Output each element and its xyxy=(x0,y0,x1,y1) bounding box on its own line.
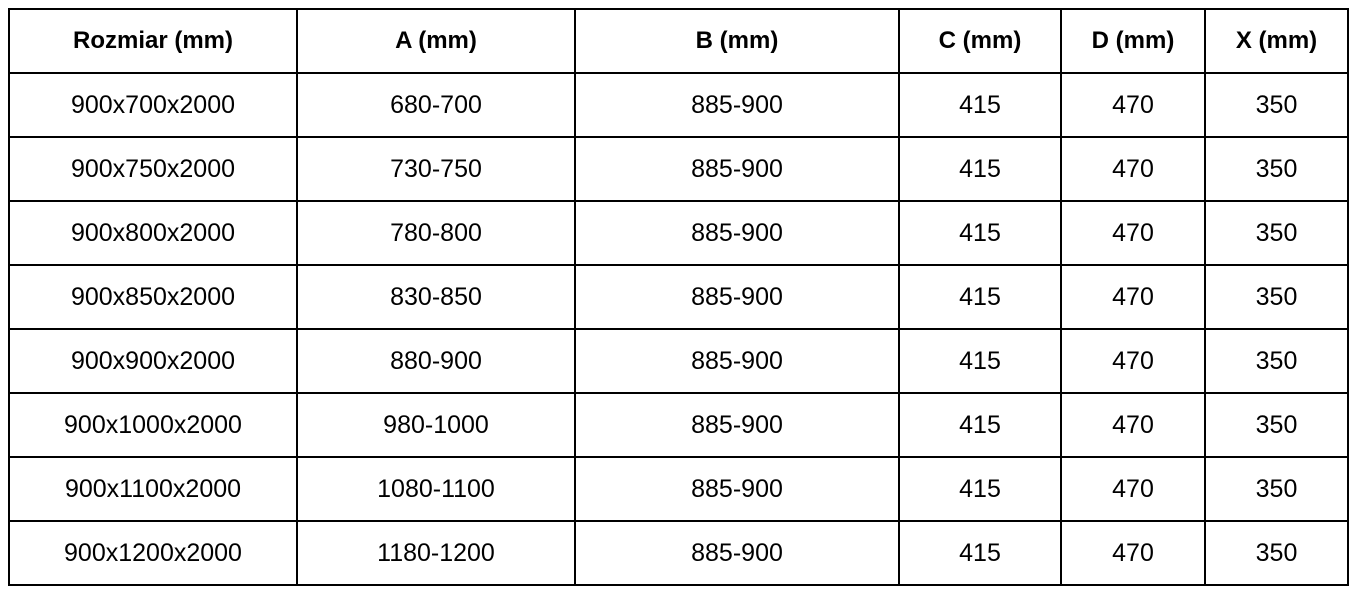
cell-b: 885-900 xyxy=(574,72,900,138)
cell-b: 885-900 xyxy=(574,200,900,266)
cell-b: 885-900 xyxy=(574,392,900,458)
cell-size: 900x800x2000 xyxy=(8,200,298,266)
cell-a: 1080-1100 xyxy=(296,456,576,522)
cell-b: 885-900 xyxy=(574,136,900,202)
cell-a: 780-800 xyxy=(296,200,576,266)
cell-x: 350 xyxy=(1204,200,1349,266)
cell-a: 830-850 xyxy=(296,264,576,330)
header-row: Rozmiar (mm) A (mm) B (mm) C (mm) D (mm)… xyxy=(8,8,1349,74)
cell-d: 470 xyxy=(1060,72,1206,138)
cell-x: 350 xyxy=(1204,456,1349,522)
table-row: 900x850x2000 830-850 885-900 415 470 350 xyxy=(8,264,1349,330)
cell-size: 900x1200x2000 xyxy=(8,520,298,586)
cell-d: 470 xyxy=(1060,328,1206,394)
cell-size: 900x1000x2000 xyxy=(8,392,298,458)
cell-d: 470 xyxy=(1060,200,1206,266)
cell-x: 350 xyxy=(1204,72,1349,138)
cell-x: 350 xyxy=(1204,520,1349,586)
dimensions-table: Rozmiar (mm) A (mm) B (mm) C (mm) D (mm)… xyxy=(8,8,1349,586)
table-row: 900x1000x2000 980-1000 885-900 415 470 350 xyxy=(8,392,1349,458)
cell-c: 415 xyxy=(898,72,1062,138)
cell-a: 1180-1200 xyxy=(296,520,576,586)
header-a: A (mm) xyxy=(296,8,576,74)
cell-a: 680-700 xyxy=(296,72,576,138)
cell-b: 885-900 xyxy=(574,264,900,330)
table-row: 900x700x2000 680-700 885-900 415 470 350 xyxy=(8,72,1349,138)
cell-b: 885-900 xyxy=(574,328,900,394)
cell-size: 900x1100x2000 xyxy=(8,456,298,522)
cell-b: 885-900 xyxy=(574,456,900,522)
cell-d: 470 xyxy=(1060,136,1206,202)
cell-c: 415 xyxy=(898,264,1062,330)
cell-c: 415 xyxy=(898,456,1062,522)
table-row: 900x1100x2000 1080-1100 885-900 415 470 350 xyxy=(8,456,1349,522)
table-row: 900x1200x2000 1180-1200 885-900 415 470 350 xyxy=(8,520,1349,586)
cell-size: 900x850x2000 xyxy=(8,264,298,330)
cell-d: 470 xyxy=(1060,392,1206,458)
header-size: Rozmiar (mm) xyxy=(8,8,298,74)
table-row: 900x800x2000 780-800 885-900 415 470 350 xyxy=(8,200,1349,266)
header-d: D (mm) xyxy=(1060,8,1206,74)
cell-a: 730-750 xyxy=(296,136,576,202)
cell-a: 980-1000 xyxy=(296,392,576,458)
header-b: B (mm) xyxy=(574,8,900,74)
header-x: X (mm) xyxy=(1204,8,1349,74)
cell-x: 350 xyxy=(1204,392,1349,458)
cell-b: 885-900 xyxy=(574,520,900,586)
header-c: C (mm) xyxy=(898,8,1062,74)
cell-a: 880-900 xyxy=(296,328,576,394)
table-row: 900x900x2000 880-900 885-900 415 470 350 xyxy=(8,328,1349,394)
table-row: 900x750x2000 730-750 885-900 415 470 350 xyxy=(8,136,1349,202)
cell-c: 415 xyxy=(898,520,1062,586)
cell-size: 900x700x2000 xyxy=(8,72,298,138)
cell-size: 900x900x2000 xyxy=(8,328,298,394)
cell-c: 415 xyxy=(898,328,1062,394)
cell-c: 415 xyxy=(898,392,1062,458)
cell-x: 350 xyxy=(1204,264,1349,330)
cell-x: 350 xyxy=(1204,328,1349,394)
cell-size: 900x750x2000 xyxy=(8,136,298,202)
cell-x: 350 xyxy=(1204,136,1349,202)
cell-d: 470 xyxy=(1060,264,1206,330)
cell-d: 470 xyxy=(1060,520,1206,586)
cell-d: 470 xyxy=(1060,456,1206,522)
cell-c: 415 xyxy=(898,136,1062,202)
cell-c: 415 xyxy=(898,200,1062,266)
